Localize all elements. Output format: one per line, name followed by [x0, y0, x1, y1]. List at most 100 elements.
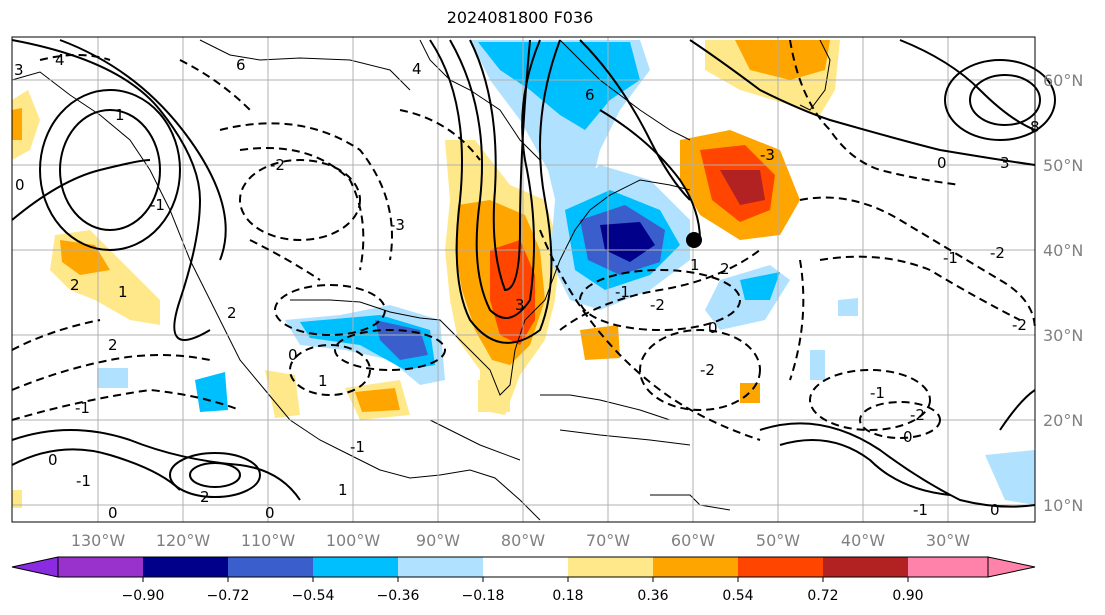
lon-label: 30°W	[926, 531, 970, 550]
contour-label: 0	[937, 154, 947, 172]
anomaly-negative	[985, 450, 1035, 505]
anomaly-negative	[810, 350, 825, 380]
contour-label: 2	[227, 304, 237, 322]
lon-label: 120°W	[156, 531, 211, 550]
lat-label: 30°N	[1043, 326, 1083, 345]
colorbar-bin	[143, 557, 228, 577]
contour-label: -3	[760, 146, 775, 164]
contour-label: 0	[903, 428, 913, 446]
contour-label: -2	[700, 361, 715, 379]
map-title: 2024081800 F036	[446, 8, 594, 27]
lat-label: 20°N	[1043, 411, 1083, 430]
colorbar-bin	[823, 557, 908, 577]
anomaly-positive	[490, 240, 535, 345]
colorbar-under-arrow	[11, 556, 59, 578]
contour-label: 1	[318, 372, 328, 390]
anomaly-negative	[600, 222, 655, 262]
colorbar-tick-label: −0.54	[292, 588, 335, 604]
contour-label: -1	[870, 384, 885, 402]
colorbar-tick-label: −0.72	[207, 588, 250, 604]
contour-label: 3	[515, 296, 525, 314]
coastlines	[11, 39, 831, 521]
lat-label: 50°N	[1043, 156, 1083, 175]
contour-label: 6	[585, 86, 595, 104]
lon-label: 50°W	[756, 531, 800, 550]
contour-labels: 3 4 6 4 1 -1 -2 -3 0 2 1 6 8 3 0 -1 -2 -…	[14, 51, 1040, 522]
colorbar-bin	[483, 557, 568, 577]
lat-label: 60°N	[1043, 71, 1083, 90]
lon-label: 70°W	[586, 531, 630, 550]
colorbar-tick-label: 0.36	[637, 588, 668, 604]
colorbar: −0.90 −0.72 −0.54 −0.36 −0.18 0.18 0.36 …	[11, 556, 1036, 604]
lon-label: 90°W	[416, 531, 460, 550]
colorbar-over-arrow	[987, 556, 1036, 578]
storm-center-marker	[686, 232, 702, 248]
lon-label: 40°W	[841, 531, 885, 550]
contour-label: -1	[943, 249, 958, 267]
lat-label: 40°N	[1043, 241, 1083, 260]
contour-label: 3	[1000, 154, 1010, 172]
longitude-labels: 130°W 120°W 110°W 100°W 90°W 80°W 70°W 6…	[71, 531, 970, 550]
contour-label: 6	[236, 56, 246, 74]
colorbar-bin	[738, 557, 823, 577]
contour-label: -1	[150, 196, 165, 214]
contours-dashed	[11, 39, 1036, 441]
anomaly-positive	[740, 383, 760, 403]
shaded-anomalies	[12, 40, 1035, 508]
colorbar-bin	[398, 557, 483, 577]
contour-label: -1	[75, 399, 90, 417]
lon-label: 130°W	[71, 531, 126, 550]
contour-label: 2	[108, 336, 118, 354]
colorbar-tick-label: −0.18	[462, 588, 505, 604]
contour-label: -2	[270, 156, 285, 174]
colorbar-tick-label: 0.18	[552, 588, 583, 604]
contour-label: 4	[412, 60, 422, 78]
contour-label: 2	[200, 488, 210, 506]
colorbar-bin	[228, 557, 313, 577]
contour-label: 0	[108, 504, 118, 522]
contour-label: -2	[910, 406, 925, 424]
anomaly-positive	[580, 325, 620, 360]
contour-label: 2	[720, 260, 730, 278]
contour-label: 0	[990, 501, 1000, 519]
lon-label: 80°W	[501, 531, 545, 550]
contour-label: -2	[990, 244, 1005, 262]
anomaly-negative	[740, 272, 780, 300]
contour-label: 0	[48, 451, 58, 469]
contour-label: -2	[1012, 316, 1027, 334]
colorbar-bin	[908, 557, 988, 577]
contour-label: -1	[615, 283, 630, 301]
lon-label: 60°W	[671, 531, 715, 550]
lat-label: 10°N	[1043, 496, 1083, 515]
anomaly-positive	[12, 490, 22, 508]
anomaly-positive	[12, 108, 22, 140]
colorbar-tick-label: 0.54	[722, 588, 753, 604]
map-frame	[11, 36, 1036, 523]
anomaly-positive	[265, 370, 300, 418]
contour-label: -1	[76, 472, 91, 490]
lon-label: 110°W	[241, 531, 296, 550]
anomaly-negative	[195, 372, 228, 412]
contour-label: 0	[288, 346, 298, 364]
contour-label: 1	[690, 256, 700, 274]
contour-label: 1	[118, 283, 128, 301]
contour-label: -2	[650, 296, 665, 314]
colorbar-bin	[653, 557, 738, 577]
anomaly-negative	[478, 42, 640, 130]
contour-label: 2	[70, 276, 80, 294]
colorbar-bin	[313, 557, 398, 577]
anomaly-negative	[97, 368, 128, 388]
anomaly-negative	[838, 298, 858, 316]
anomaly-positive	[12, 90, 40, 160]
lon-label: 100°W	[326, 531, 381, 550]
graticule	[12, 37, 1035, 522]
contour-label: 4	[55, 51, 65, 69]
colorbar-tick-label: −0.90	[122, 588, 165, 604]
contour-label: -1	[913, 501, 928, 519]
anomaly-positive	[355, 388, 400, 412]
colorbar-tick-label: 0.72	[807, 588, 838, 604]
contour-label: 3	[14, 61, 24, 79]
colorbar-tick-label: 0.90	[892, 588, 923, 604]
anomaly-positive	[735, 40, 830, 80]
